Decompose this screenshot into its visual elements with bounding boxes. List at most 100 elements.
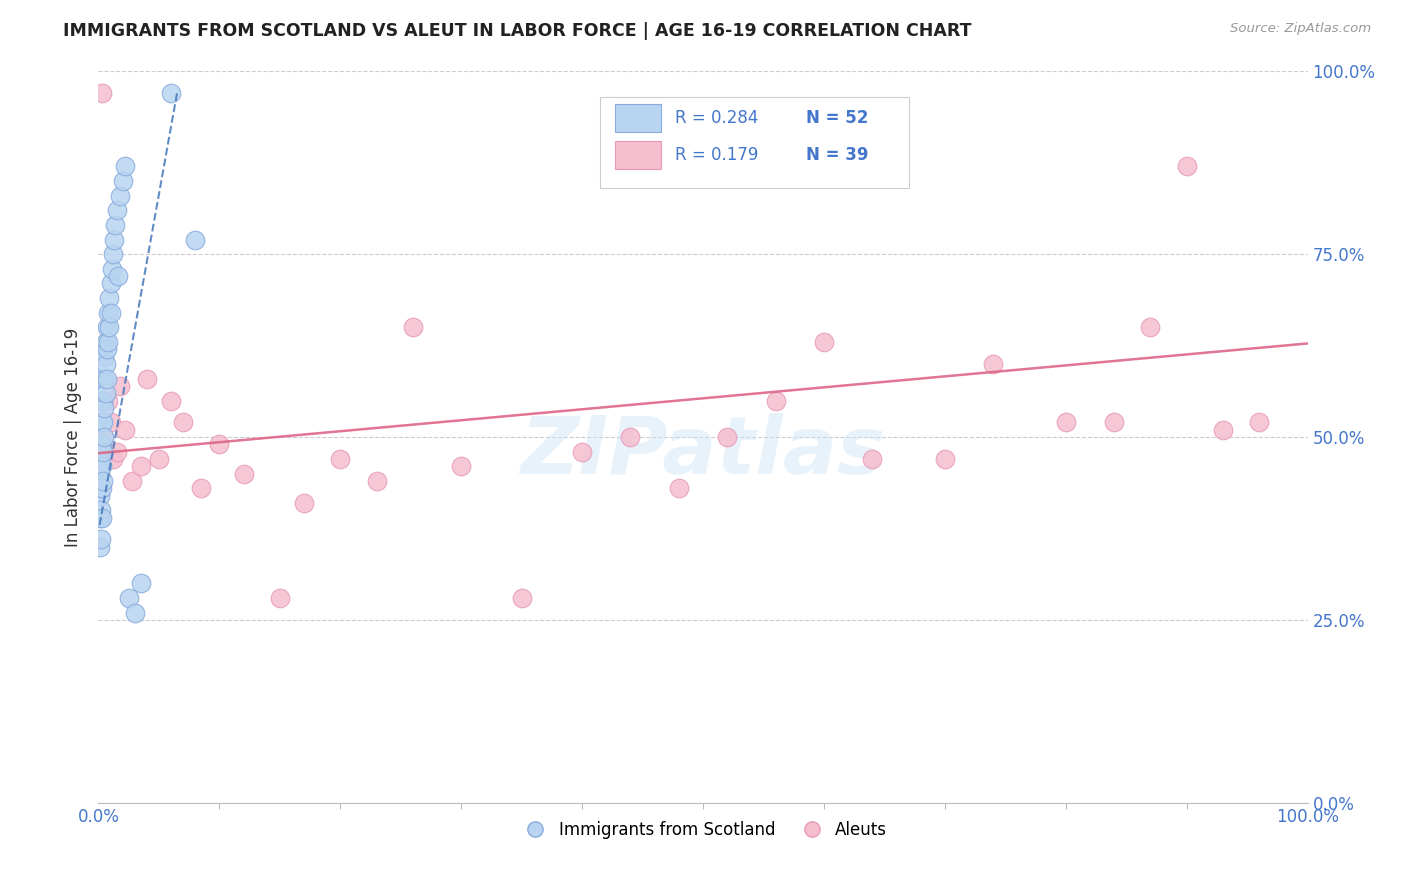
Point	[90, 503, 112, 517]
Point	[97, 393, 120, 408]
Point	[91, 416, 114, 430]
Point	[91, 416, 114, 430]
Point	[96, 371, 118, 385]
Point	[765, 393, 787, 408]
Point	[668, 481, 690, 495]
Point	[111, 174, 134, 188]
Point	[91, 459, 114, 474]
Point	[103, 233, 125, 247]
Point	[934, 452, 956, 467]
Y-axis label: In Labor Force | Age 16-19: In Labor Force | Age 16-19	[65, 327, 83, 547]
Point	[118, 591, 141, 605]
Point	[108, 188, 131, 202]
Point	[208, 437, 231, 451]
Point	[98, 320, 121, 334]
Point	[93, 430, 115, 444]
Point	[716, 430, 738, 444]
Point	[91, 437, 114, 451]
Point	[1102, 416, 1125, 430]
Point	[89, 540, 111, 554]
Point	[100, 277, 122, 291]
Point	[129, 576, 152, 591]
Point	[89, 467, 111, 481]
Point	[148, 452, 170, 467]
Point	[510, 591, 533, 605]
Point	[93, 350, 115, 364]
Text: IMMIGRANTS FROM SCOTLAND VS ALEUT IN LABOR FORCE | AGE 16-19 CORRELATION CHART: IMMIGRANTS FROM SCOTLAND VS ALEUT IN LAB…	[63, 22, 972, 40]
FancyBboxPatch shape	[614, 141, 661, 169]
Point	[91, 481, 114, 495]
Point	[91, 474, 114, 488]
Point	[93, 371, 115, 385]
Point	[1175, 160, 1198, 174]
Point	[91, 393, 114, 408]
Point	[619, 430, 641, 444]
Point	[90, 533, 112, 547]
Point	[93, 401, 115, 415]
Point	[292, 496, 315, 510]
Point	[91, 87, 114, 101]
Point	[98, 291, 121, 305]
Point	[329, 452, 352, 467]
Point	[91, 510, 114, 524]
Point	[91, 393, 114, 408]
Point	[100, 416, 122, 430]
Point	[981, 357, 1004, 371]
Point	[114, 423, 136, 437]
Point	[269, 591, 291, 605]
Point	[121, 474, 143, 488]
Point	[89, 489, 111, 503]
FancyBboxPatch shape	[614, 104, 661, 132]
Point	[89, 444, 111, 458]
Text: Source: ZipAtlas.com: Source: ZipAtlas.com	[1230, 22, 1371, 36]
Point	[90, 416, 112, 430]
Point	[93, 430, 115, 444]
Point	[105, 203, 128, 218]
Point	[232, 467, 254, 481]
Point	[107, 269, 129, 284]
Point	[94, 334, 117, 349]
Legend: Immigrants from Scotland, Aleuts: Immigrants from Scotland, Aleuts	[512, 814, 894, 846]
Point	[101, 247, 124, 261]
Point	[1212, 423, 1234, 437]
Point	[100, 261, 122, 276]
Point	[97, 306, 120, 320]
Point	[114, 160, 136, 174]
Point	[366, 474, 388, 488]
Point	[450, 459, 472, 474]
Point	[1054, 416, 1077, 430]
Text: ZIPatlas: ZIPatlas	[520, 413, 886, 491]
Point	[1139, 320, 1161, 334]
Point	[89, 510, 111, 524]
Point	[90, 459, 112, 474]
Point	[94, 357, 117, 371]
Point	[101, 452, 124, 467]
Point	[190, 481, 212, 495]
Text: R = 0.179: R = 0.179	[675, 145, 759, 164]
Point	[90, 437, 112, 451]
Point	[571, 444, 593, 458]
Point	[124, 606, 146, 620]
Text: N = 52: N = 52	[806, 109, 868, 128]
Point	[96, 343, 118, 357]
Point	[90, 481, 112, 495]
Point	[813, 334, 835, 349]
Point	[100, 306, 122, 320]
Point	[402, 320, 425, 334]
Text: N = 39: N = 39	[806, 145, 869, 164]
Text: R = 0.284: R = 0.284	[675, 109, 759, 128]
Point	[104, 218, 127, 232]
Point	[129, 459, 152, 474]
Point	[91, 371, 114, 385]
Point	[96, 320, 118, 334]
Point	[135, 371, 157, 385]
Point	[91, 444, 114, 458]
Point	[105, 444, 128, 458]
Point	[160, 87, 183, 101]
Point	[184, 233, 207, 247]
Point	[94, 386, 117, 401]
Point	[160, 393, 183, 408]
FancyBboxPatch shape	[600, 97, 908, 188]
Point	[860, 452, 883, 467]
Point	[172, 416, 194, 430]
